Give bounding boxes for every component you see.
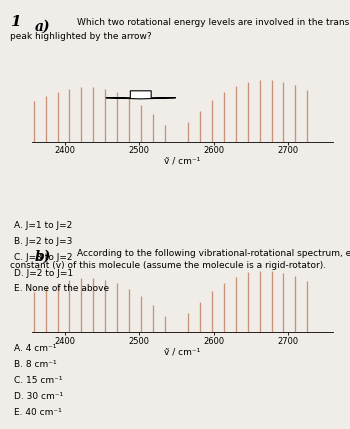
Text: C. 15 cm⁻¹: C. 15 cm⁻¹: [14, 376, 63, 385]
Text: Which two rotational energy levels are involved in the transition associated wit: Which two rotational energy levels are i…: [77, 18, 350, 27]
Text: a): a): [35, 19, 51, 33]
Text: According to the following vibrational-rotational spectrum, estimate the rotatio: According to the following vibrational-r…: [77, 249, 350, 258]
Text: C. J=3 to J=2: C. J=3 to J=2: [14, 253, 72, 262]
Text: constant (ṿ) of this molecule (assume the molecule is a rigid-rotator).: constant (ṿ) of this molecule (assume th…: [10, 261, 327, 270]
Text: A. 4 cm⁻¹: A. 4 cm⁻¹: [14, 344, 56, 353]
Text: E. 40 cm⁻¹: E. 40 cm⁻¹: [14, 408, 62, 417]
Text: b): b): [35, 250, 51, 264]
Text: peak highlighted by the arrow?: peak highlighted by the arrow?: [10, 32, 152, 41]
Text: D. J=2 to J=1: D. J=2 to J=1: [14, 269, 73, 278]
Text: E. None of the above: E. None of the above: [14, 284, 109, 293]
Text: 1: 1: [10, 15, 21, 29]
Text: B. J=2 to J=3: B. J=2 to J=3: [14, 237, 72, 246]
Text: D. 30 cm⁻¹: D. 30 cm⁻¹: [14, 392, 63, 401]
Text: A. J=1 to J=2: A. J=1 to J=2: [14, 221, 72, 230]
Text: B. 8 cm⁻¹: B. 8 cm⁻¹: [14, 360, 57, 369]
X-axis label: ṽ / cm⁻¹: ṽ / cm⁻¹: [164, 348, 200, 357]
X-axis label: ṽ / cm⁻¹: ṽ / cm⁻¹: [164, 157, 200, 166]
